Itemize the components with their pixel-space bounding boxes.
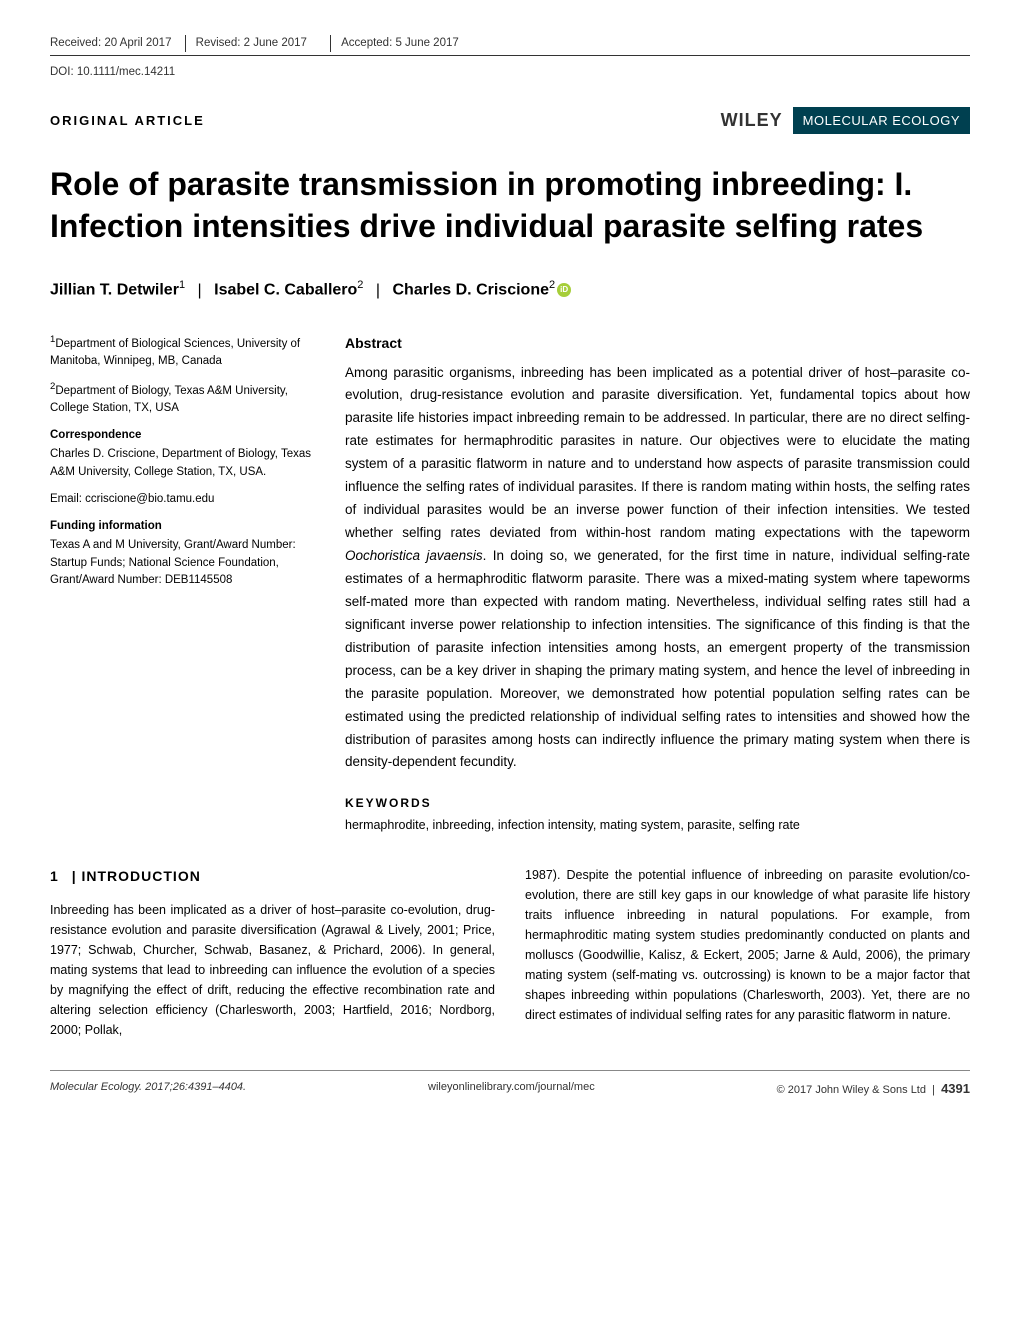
affiliation-1: 1Department of Biological Sciences, Univ…: [50, 333, 315, 370]
article-dates: Received: 20 April 2017 Revised: 2 June …: [50, 35, 970, 56]
author-separator: |: [198, 282, 202, 299]
abstract-heading: Abstract: [345, 333, 970, 354]
abstract-column: Abstract Among parasitic organisms, inbr…: [345, 333, 970, 836]
correspondence-text: Charles D. Criscione, Department of Biol…: [50, 446, 315, 481]
author-2: Isabel C. Caballero: [214, 282, 357, 299]
abstract-text: Among parasitic organisms, inbreeding ha…: [345, 362, 970, 775]
author-list: Jillian T. Detwiler1 | Isabel C. Caballe…: [50, 277, 970, 302]
introduction-heading: 1 | INTRODUCTION: [50, 865, 495, 887]
affiliation-2: 2Department of Biology, Texas A&M Univer…: [50, 380, 315, 417]
footer-url: wileyonlinelibrary.com/journal/mec: [428, 1079, 595, 1099]
introduction-section: 1 | INTRODUCTION Inbreeding has been imp…: [50, 865, 970, 1039]
correspondence-head: Correspondence: [50, 427, 315, 444]
author-3-aff: 2: [549, 279, 555, 291]
author-1: Jillian T. Detwiler: [50, 282, 179, 299]
sidebar-metadata: 1Department of Biological Sciences, Univ…: [50, 333, 315, 836]
header-row: ORIGINAL ARTICLE WILEY MOLECULAR ECOLOGY: [50, 107, 970, 135]
author-2-aff: 2: [357, 279, 363, 291]
accepted-date: Accepted: 5 June 2017: [330, 35, 459, 52]
section-title: INTRODUCTION: [82, 868, 201, 884]
footer-rule: [50, 1070, 970, 1079]
intro-paragraph-left: Inbreeding has been implicated as a driv…: [50, 900, 495, 1040]
publisher-logo: WILEY: [721, 107, 783, 134]
article-title: Role of parasite transmission in promoti…: [50, 164, 970, 247]
page-footer: Molecular Ecology. 2017;26:4391–4404. wi…: [50, 1079, 970, 1099]
keywords-text: hermaphrodite, inbreeding, infection int…: [345, 816, 970, 835]
revised-date: Revised: 2 June 2017: [185, 35, 307, 52]
intro-paragraph-right: 1987). Despite the potential influence o…: [525, 865, 970, 1025]
received-date: Received: 20 April 2017: [50, 35, 171, 52]
author-3: Charles D. Criscione: [392, 282, 549, 299]
funding-head: Funding information: [50, 518, 315, 535]
article-type: ORIGINAL ARTICLE: [50, 111, 205, 131]
doi: DOI: 10.1111/mec.14211: [50, 64, 970, 81]
author-separator: |: [376, 282, 380, 299]
funding-text: Texas A and M University, Grant/Award Nu…: [50, 537, 315, 589]
footer-citation: Molecular Ecology. 2017;26:4391–4404.: [50, 1079, 246, 1099]
orcid-icon[interactable]: [557, 283, 571, 297]
author-1-aff: 1: [179, 279, 185, 291]
section-number: 1: [50, 865, 59, 887]
journal-brand: WILEY MOLECULAR ECOLOGY: [721, 107, 970, 135]
page-number: 4391: [941, 1081, 970, 1096]
footer-copyright: © 2017 John Wiley & Sons Ltd | 4391: [777, 1079, 970, 1099]
keywords-heading: KEYWORDS: [345, 794, 970, 812]
journal-name: MOLECULAR ECOLOGY: [793, 107, 970, 135]
correspondence-email: Email: ccriscione@bio.tamu.edu: [50, 491, 315, 508]
